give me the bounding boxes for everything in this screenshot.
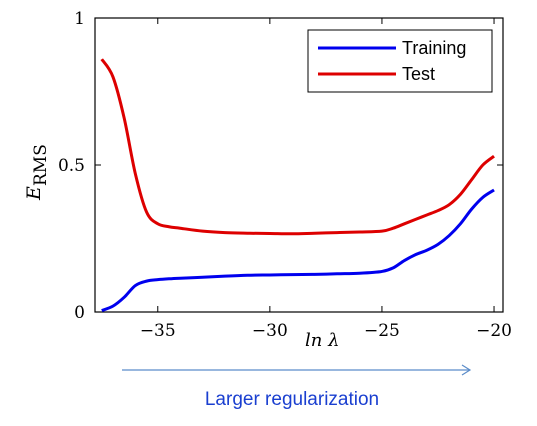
y-axis-label: E [23, 186, 45, 201]
axis-ticks: −35 −30 −25 −20 0 0.5 1 [58, 9, 512, 341]
y-tick-label: 0 [74, 303, 85, 323]
series-line-test [100, 58, 495, 236]
x-tick-label: −20 [476, 321, 512, 341]
x-tick-label: −25 [364, 321, 400, 341]
x-tick-label: −30 [252, 321, 288, 341]
series-line-training [101, 188, 495, 312]
legend-label-test: Test [402, 64, 435, 84]
series-lines [100, 58, 495, 312]
regularization-label: Larger regularization [205, 389, 379, 410]
y-tick-label: 1 [74, 9, 85, 29]
x-tick-label: −35 [140, 321, 176, 341]
legend-box [307, 29, 493, 93]
regularization-arrow-head-icon [461, 364, 472, 376]
x-axis-label: ln λ [305, 330, 339, 351]
y-axis-label-subscript: RMS [31, 144, 51, 186]
legend-label-training: Training [402, 38, 466, 58]
legend: Training Test [307, 29, 493, 93]
y-tick-label: 0.5 [58, 156, 85, 176]
y-axis-label-group: E RMS [23, 144, 51, 201]
